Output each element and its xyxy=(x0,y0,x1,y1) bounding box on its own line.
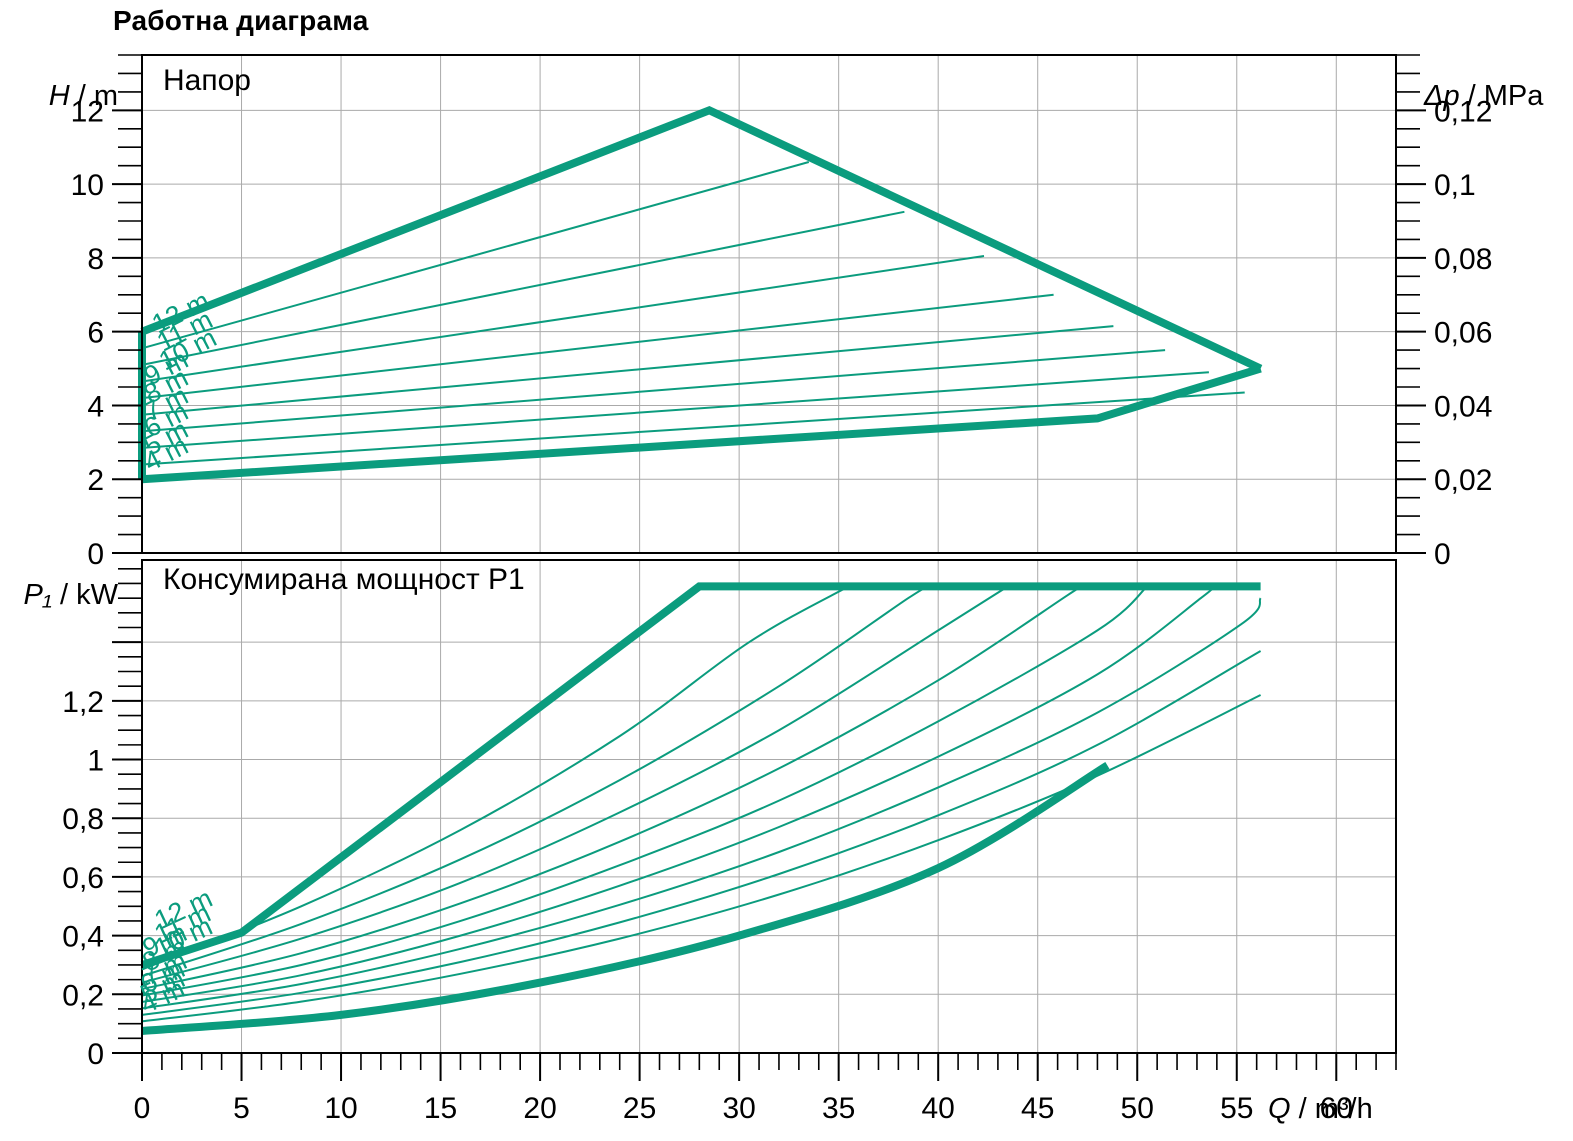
head-y2-tick-label: 0,08 xyxy=(1434,243,1492,276)
power-y-tick-label: 0 xyxy=(87,1038,104,1071)
head-iso-curve-5m xyxy=(141,371,1209,449)
head-right-axis-title: Δp / MPa xyxy=(1423,80,1544,112)
head-plot-frame xyxy=(141,54,1397,554)
power-envelope-upper xyxy=(140,582,1261,969)
power-y-tick-label: 1,2 xyxy=(62,686,104,719)
power-y-tick-label: 0,2 xyxy=(62,979,104,1012)
head-y-tick-label: 6 xyxy=(87,317,104,350)
x-axis-title: Q / m³/h xyxy=(1268,1093,1373,1125)
x-axis-symbol: Q xyxy=(1268,1093,1291,1125)
head-y2-tick-label: 0,1 xyxy=(1434,169,1476,202)
axis-tick-labels: 02468101200,020,040,060,080,10,1200,20,4… xyxy=(62,95,1492,1125)
head-y2-tick-label: 0,12 xyxy=(1434,95,1492,128)
x-tick-label: 40 xyxy=(922,1092,955,1125)
x-tick-label: 0 xyxy=(134,1092,151,1125)
page-title: Работна диаграма xyxy=(113,5,369,36)
x-tick-label: 30 xyxy=(722,1092,755,1125)
head-envelope-upper xyxy=(140,105,1263,373)
x-tick-label: 15 xyxy=(424,1092,457,1125)
x-tick-label: 60 xyxy=(1320,1092,1353,1125)
head-right-axis-unit: / MPa xyxy=(1460,80,1545,112)
x-tick-label: 25 xyxy=(623,1092,656,1125)
x-tick-label: 45 xyxy=(1021,1092,1054,1125)
head-iso-curve-10m xyxy=(141,210,905,366)
head-iso-curve-4m xyxy=(141,391,1245,466)
head-iso-curve-9m xyxy=(141,255,985,383)
head-y2-tick-label: 0,06 xyxy=(1434,317,1492,350)
head-iso-curve-11m xyxy=(141,161,810,350)
power-iso-curve-6m xyxy=(141,597,1262,1010)
head-panel-caption: Напор xyxy=(163,64,251,97)
head-right-axis-symbol: Δp xyxy=(1423,80,1460,112)
power-y-tick-label: 0,6 xyxy=(62,862,104,895)
power-y-tick-label: 0,8 xyxy=(62,803,104,836)
power-iso-curve-11m xyxy=(141,585,931,978)
head-iso-curve-8m xyxy=(141,293,1054,400)
power-iso-curve-5m xyxy=(141,650,1262,1016)
power-iso-curve-10m xyxy=(141,585,1009,984)
power-iso-curve-9m xyxy=(141,584,1084,990)
head-y2-tick-label: 0,02 xyxy=(1434,464,1492,497)
x-tick-label: 55 xyxy=(1220,1092,1253,1125)
head-y-tick-label: 12 xyxy=(71,95,104,128)
head-y-tick-label: 8 xyxy=(87,243,104,276)
head-y-tick-label: 10 xyxy=(71,169,104,202)
power-iso-curve-12m xyxy=(141,585,850,971)
x-tick-label: 10 xyxy=(324,1092,357,1125)
power-curves xyxy=(140,582,1262,1035)
power-envelope-lower xyxy=(141,761,1110,1035)
head-y2-tick-label: 0,04 xyxy=(1434,390,1492,423)
head-left-axis-title: H / m xyxy=(49,80,118,112)
power-left-axis-unit: / kW xyxy=(52,579,119,611)
x-axis-unit: / m³/h xyxy=(1291,1093,1373,1125)
head-y-tick-label: 0 xyxy=(87,538,104,571)
head-iso-curve-6m xyxy=(141,349,1166,433)
head-iso-curve-7m xyxy=(141,325,1114,416)
head-y2-tick-label: 0 xyxy=(1434,538,1451,571)
power-iso-curve-7m xyxy=(141,585,1215,1003)
power-panel-caption: Консумирана мощност P1 xyxy=(163,563,525,596)
head-left-axis-unit: / m xyxy=(70,80,118,112)
x-tick-label: 5 xyxy=(233,1092,250,1125)
power-iso-curve-8m xyxy=(141,585,1148,997)
head-y-tick-label: 4 xyxy=(87,390,104,423)
chart-frames xyxy=(141,54,1397,1054)
head-curves xyxy=(138,105,1263,484)
power-y-tick-label: 1 xyxy=(87,745,104,778)
power-left-axis-title: P₁ / kW xyxy=(23,579,118,611)
x-tick-label: 50 xyxy=(1121,1092,1154,1125)
head-envelope-lower xyxy=(141,364,1262,484)
x-tick-label: 35 xyxy=(822,1092,855,1125)
x-tick-label: 20 xyxy=(523,1092,556,1125)
axis-ticks xyxy=(112,54,1426,1081)
head-y-tick-label: 2 xyxy=(87,464,104,497)
iso-curve-labels: 12 m12 m11 m11 m10 m10 m9 m9 m8 m8 m7 m7… xyxy=(136,285,221,1019)
power-iso-curve-4m xyxy=(141,694,1262,1023)
power-y-tick-label: 0,4 xyxy=(62,921,104,954)
head-left-axis-symbol: H xyxy=(49,80,70,112)
head-gridlines xyxy=(141,55,1396,554)
power-left-axis-symbol: P₁ xyxy=(23,579,52,611)
